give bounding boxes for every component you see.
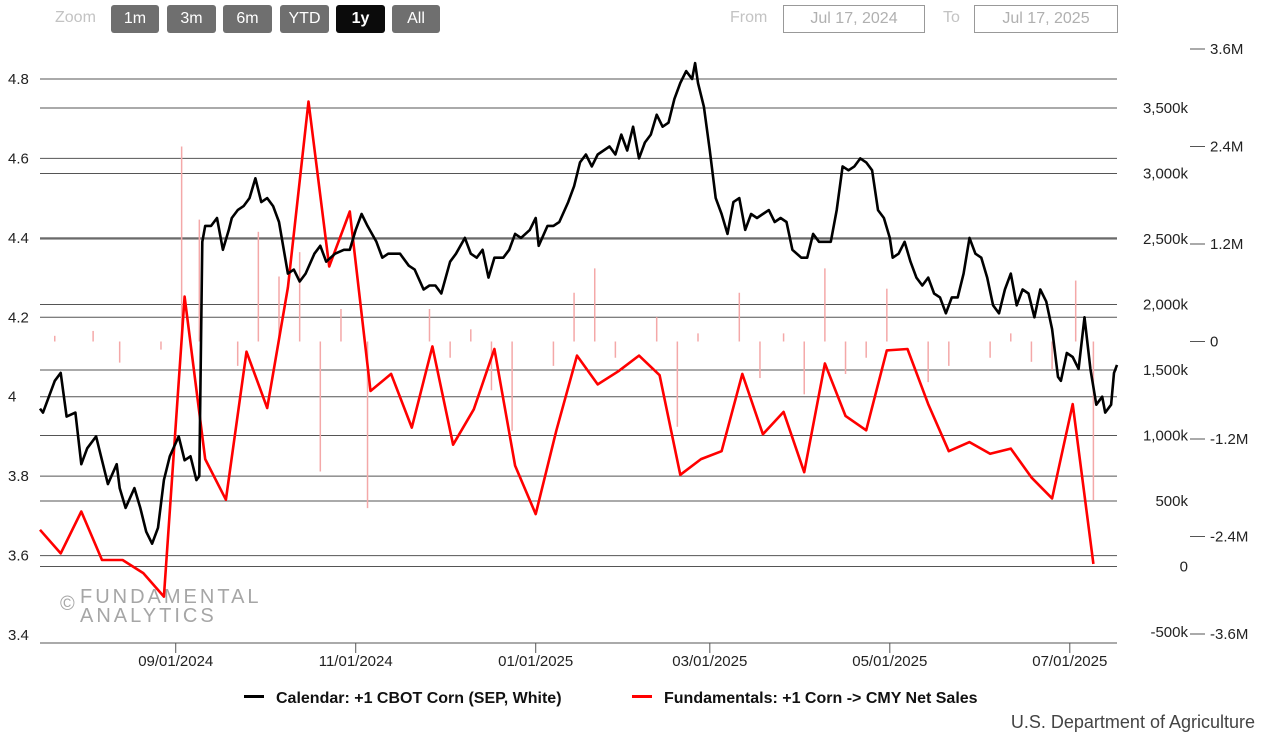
left-axis-tick-label: 3.6 (8, 548, 29, 565)
to-date-input[interactable] (974, 5, 1118, 33)
left-axis-tick-label: 4.2 (8, 309, 29, 326)
watermark-line1: FUNDAMENTAL (80, 586, 262, 608)
zoom-label: Zoom (55, 9, 96, 26)
right-axis-1-tick-label: 2,500k (1143, 231, 1189, 248)
legend-swatch-red (632, 695, 652, 699)
left-axis-labels: 3.4 3.6 3.8 4 4.2 4.4 4.6 4.8 (8, 71, 29, 644)
right-axis-1-tick-label: 3,500k (1143, 100, 1189, 117)
left-axis-tick-label: 4 (8, 389, 16, 406)
right-axis-1-tick-label: 500k (1155, 493, 1188, 510)
left-axis-tick-label: 3.8 (8, 468, 29, 485)
zoom-1y-button[interactable]: 1y (336, 5, 385, 33)
watermark-line2: ANALYTICS (80, 605, 217, 627)
right-axis-1-tick-label: 1,500k (1143, 362, 1189, 379)
right-axis-2-tick-label: -3.6M (1210, 626, 1248, 643)
x-axis-tick-label: 03/01/2025 (672, 653, 747, 670)
x-axis-tick-label: 01/01/2025 (498, 653, 573, 670)
right-axis-1-labels: -500k 0 500k 1,000k 1,500k 2,000k 2,500k 3,000k… (1143, 100, 1189, 641)
watermark-copyright: © (60, 593, 78, 615)
right-axis-2-tick-label: 0 (1210, 334, 1218, 351)
right-axis-2-tick-label: 2.4M (1210, 139, 1243, 156)
legend-item-calendar[interactable]: Calendar: +1 CBOT Corn (SEP, White) (244, 690, 562, 708)
left-grid (40, 78, 1117, 557)
from-date-input[interactable] (783, 5, 925, 33)
right-axis-2-labels: -3.6M -2.4M -1.2M 0 1.2M 2.4M 3.6M (1190, 41, 1248, 643)
left-axis-tick-label: 4.4 (8, 230, 29, 247)
right-axis-2-tick-label: -2.4M (1210, 529, 1248, 546)
line-series (38, 61, 1119, 598)
x-axis-tick-label: 09/01/2024 (138, 653, 213, 670)
left-axis-tick-label: 4.8 (8, 71, 29, 88)
right-axis-1-tick-label: 0 (1180, 559, 1188, 576)
x-axis-tick-label: 07/01/2025 (1032, 653, 1107, 670)
from-label: From (730, 9, 768, 26)
right-axis-1-tick-label: 3,000k (1143, 166, 1189, 183)
right-axis-1-tick-label: 2,000k (1143, 297, 1189, 314)
right-axis-1-tick-label: -500k (1150, 624, 1188, 641)
fundamentals-line (39, 100, 1095, 598)
watermark: © FUNDAMENTAL ANALYTICS (60, 586, 262, 627)
bar-series (54, 146, 1095, 509)
calendar-line (38, 61, 1119, 545)
zoom-1m-button[interactable]: 1m (111, 5, 159, 33)
source-credit: U.S. Department of Agriculture (1010, 712, 1255, 732)
to-label: To (943, 9, 960, 26)
zoom-3m-button[interactable]: 3m (167, 5, 216, 33)
legend-label-fundamentals: Fundamentals: +1 Corn -> CMY Net Sales (664, 690, 978, 707)
zoom-ytd-button[interactable]: YTD (280, 5, 329, 33)
x-axis-tick-label: 05/01/2025 (852, 653, 927, 670)
left-axis-tick-label: 4.6 (8, 150, 29, 167)
legend-swatch-black (244, 695, 264, 699)
right-axis-2-tick-label: 1.2M (1210, 236, 1243, 253)
x-axis-labels: 09/01/2024 11/01/2024 01/01/2025 03/01/2025… (40, 642, 1117, 670)
zoom-all-button[interactable]: All (392, 5, 440, 33)
x-axis-tick-label: 11/01/2024 (319, 653, 393, 670)
right-axis-2-tick-label: -1.2M (1210, 431, 1248, 448)
zoom-6m-button[interactable]: 6m (223, 5, 272, 33)
right-axis-1-tick-label: 1,000k (1143, 428, 1189, 445)
right-axis-2-tick-label: 3.6M (1210, 41, 1243, 58)
legend-item-fundamentals[interactable]: Fundamentals: +1 Corn -> CMY Net Sales (632, 690, 978, 708)
legend-label-calendar: Calendar: +1 CBOT Corn (SEP, White) (276, 690, 562, 707)
left-axis-tick-label: 3.4 (8, 627, 29, 644)
